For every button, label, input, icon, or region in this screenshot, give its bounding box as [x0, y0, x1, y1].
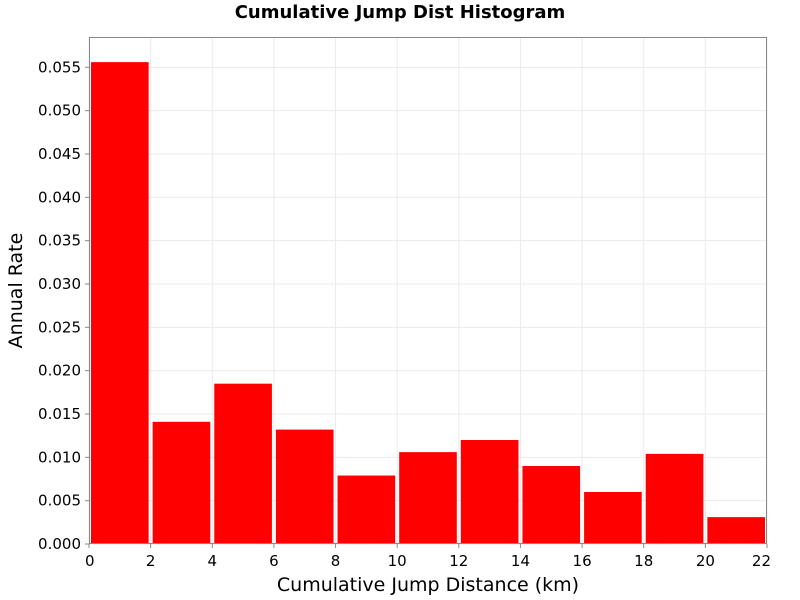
histogram-bar — [337, 475, 396, 544]
x-tick-label: 2 — [146, 552, 156, 570]
x-tick-label: 12 — [449, 552, 468, 570]
histogram-bar — [707, 517, 765, 544]
y-axis-label: Annual Rate — [5, 233, 27, 349]
x-axis-ticks: 0 2 4 6 8 10 12 14 16 18 20 22 — [85, 544, 771, 570]
histogram-bar — [152, 421, 211, 544]
x-tick-label: 16 — [573, 552, 592, 570]
y-tick-label: 0.010 — [38, 448, 81, 466]
y-tick-label: 0.015 — [38, 405, 81, 423]
histogram-bar — [645, 453, 704, 544]
histogram-bar — [522, 466, 581, 544]
y-tick-label: 0.005 — [38, 492, 81, 510]
x-tick-label: 14 — [511, 552, 530, 570]
x-tick-label: 4 — [207, 552, 217, 570]
x-tick-label: 20 — [696, 552, 715, 570]
y-tick-label: 0.025 — [38, 318, 81, 336]
histogram-bar — [275, 429, 334, 544]
y-tick-label: 0.040 — [38, 188, 81, 206]
histogram-bar — [460, 440, 519, 544]
y-tick-label: 0.045 — [38, 145, 81, 163]
x-tick-label: 6 — [269, 552, 279, 570]
x-tick-label: 8 — [331, 552, 341, 570]
y-axis-ticks: 0.000 0.005 0.010 0.015 0.020 0.025 0.030 0.035… — [38, 58, 89, 553]
bars — [91, 62, 765, 545]
x-tick-label: 22 — [752, 552, 771, 570]
histogram-bar — [584, 492, 642, 544]
x-axis-label: Cumulative Jump Distance (km) — [277, 574, 579, 596]
y-tick-label: 0.055 — [38, 58, 81, 76]
histogram-bar — [399, 452, 457, 544]
y-tick-label: 0.020 — [38, 362, 81, 380]
x-tick-label: 0 — [85, 552, 95, 570]
histogram-bar — [214, 383, 272, 544]
y-tick-label: 0.000 — [38, 535, 81, 553]
y-tick-label: 0.030 — [38, 275, 81, 293]
chart-title: Cumulative Jump Dist Histogram — [234, 2, 566, 23]
x-tick-label: 18 — [634, 552, 653, 570]
x-tick-label: 10 — [388, 552, 407, 570]
plot-frame — [89, 37, 767, 544]
histogram-bar — [91, 62, 149, 545]
y-tick-label: 0.035 — [38, 232, 81, 250]
y-tick-label: 0.050 — [38, 102, 81, 120]
